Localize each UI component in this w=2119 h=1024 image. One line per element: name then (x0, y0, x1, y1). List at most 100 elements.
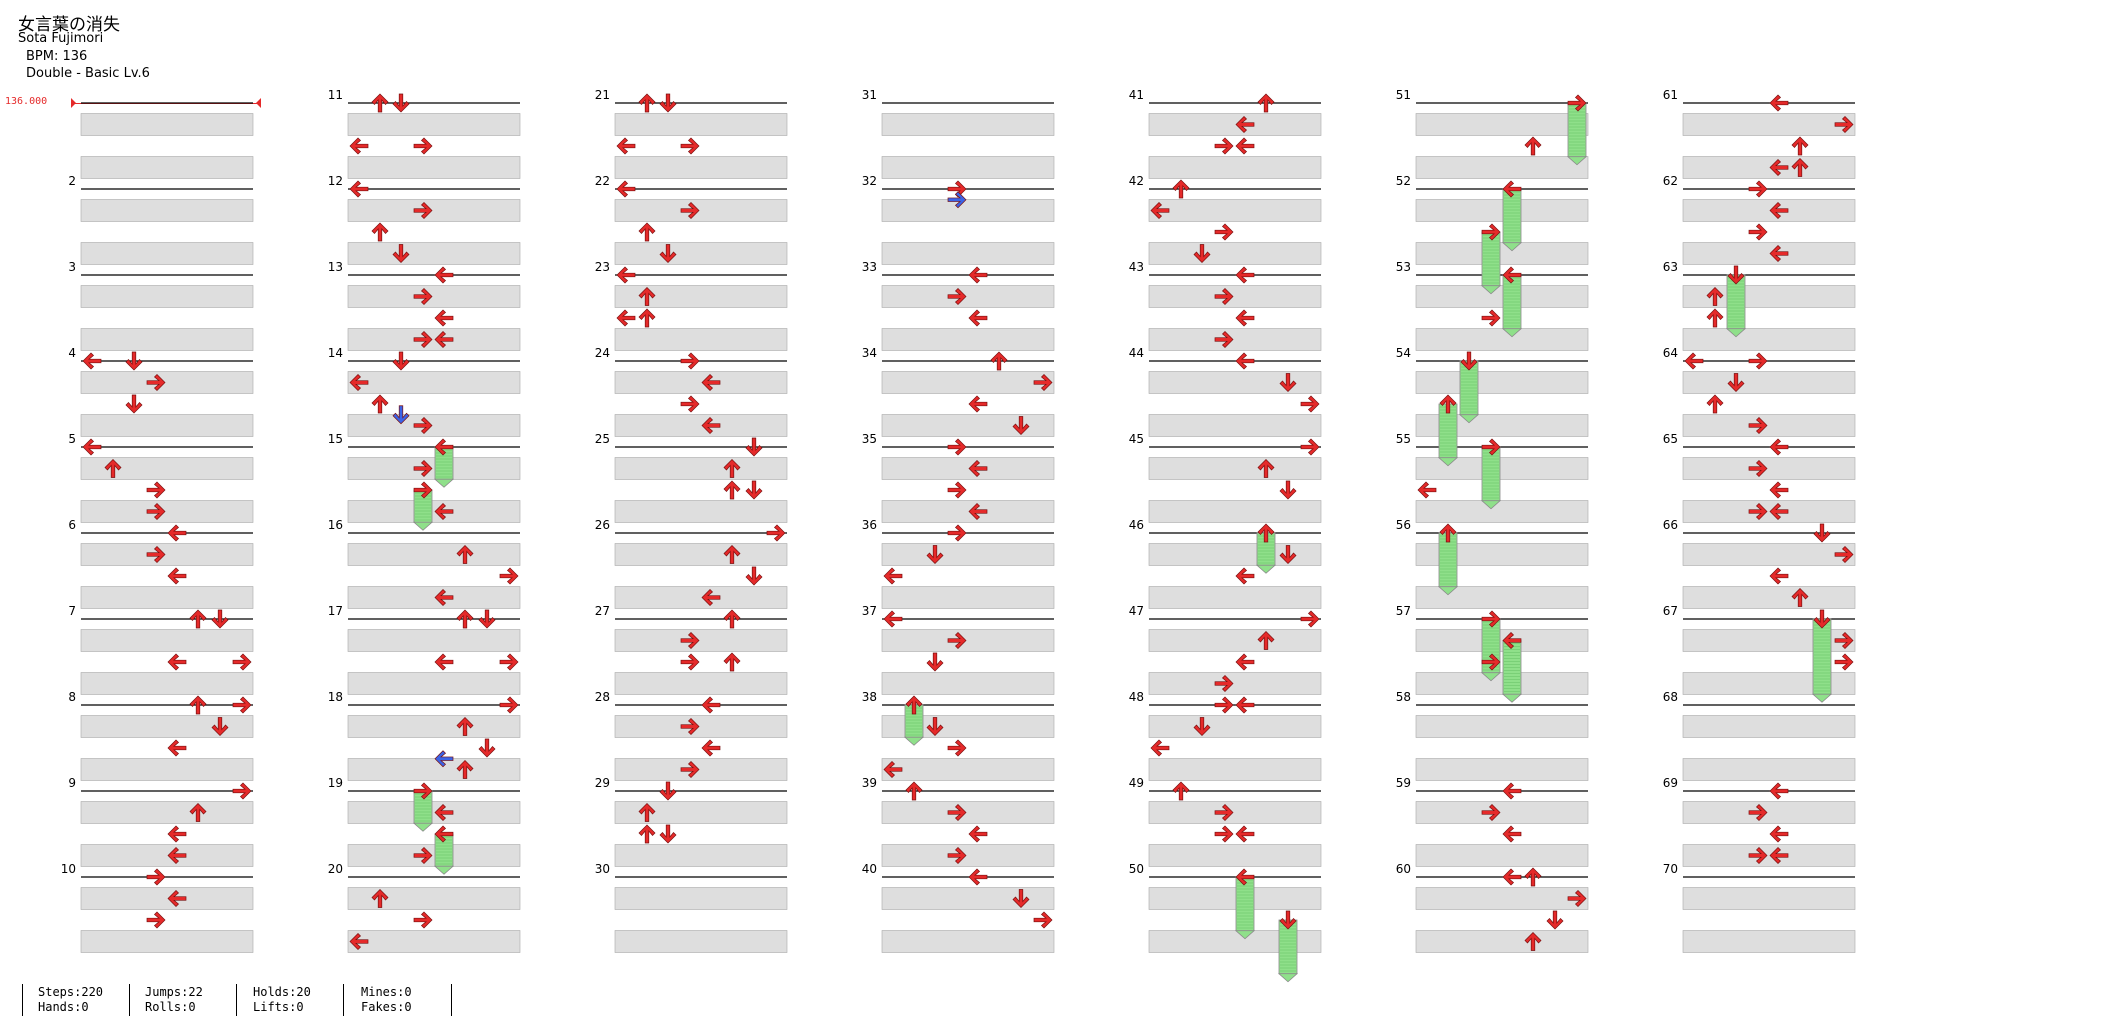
beat-band (80, 586, 254, 609)
beat-band (80, 543, 254, 566)
beat-band (1148, 715, 1322, 738)
hold-tail (1480, 672, 1502, 682)
note-arrow (1214, 288, 1234, 305)
difficulty-text: Double - Basic Lv.6 (26, 66, 150, 81)
note-arrow (680, 653, 700, 671)
note-arrow (926, 652, 944, 672)
note-arrow (211, 609, 229, 629)
note-arrow (1300, 395, 1320, 413)
beat-band (614, 156, 788, 179)
measure-number: 54 (1396, 346, 1411, 360)
beat-band (1682, 371, 1856, 394)
measure-number: 36 (862, 518, 877, 532)
beat-band (1415, 328, 1589, 351)
note-arrow (990, 351, 1008, 371)
bpm-marker-label: 136.000 (5, 96, 48, 107)
note-arrow (499, 696, 519, 714)
note-arrow (1033, 911, 1053, 929)
beat-band (1148, 629, 1322, 652)
note-arrow (1834, 653, 1854, 671)
note-arrow (701, 374, 721, 391)
note-arrow (146, 374, 166, 391)
measure-number: 60 (1396, 862, 1411, 876)
measure-number: 12 (328, 174, 343, 188)
note-arrow (413, 782, 433, 800)
note-arrow (413, 288, 433, 305)
measure-number: 31 (862, 88, 877, 102)
beat-band (1148, 801, 1322, 824)
beat-band (347, 672, 521, 695)
beat-band (614, 715, 788, 738)
note-arrow (434, 804, 454, 821)
note-arrow (680, 137, 700, 155)
note-arrow (947, 481, 967, 499)
note-arrow (1684, 352, 1704, 370)
hold-tail (1501, 242, 1523, 252)
beat-band (1682, 715, 1856, 738)
measure-number: 67 (1663, 604, 1678, 618)
measure-number: 50 (1129, 862, 1144, 876)
stat-group-mines: Mines:0 Fakes:0 (361, 985, 412, 1015)
measure-number: 26 (595, 518, 610, 532)
note-arrow (1834, 116, 1854, 133)
hold-tail (1234, 930, 1256, 940)
measure-number: 33 (862, 260, 877, 274)
note-arrow (883, 567, 903, 585)
beat-band (1148, 113, 1322, 136)
beat-band (80, 328, 254, 351)
measure-number: 61 (1663, 88, 1678, 102)
beat-band (881, 672, 1055, 695)
note-arrow (167, 653, 187, 671)
hold-tail (433, 865, 455, 875)
measure-number: 62 (1663, 174, 1678, 188)
note-arrow (434, 309, 454, 327)
note-arrow (659, 824, 677, 844)
note-arrow (371, 889, 389, 908)
beat-band (881, 887, 1055, 910)
note-arrow (413, 137, 433, 155)
note-arrow (1748, 804, 1768, 821)
note-arrow (189, 803, 207, 822)
note-arrow (638, 287, 656, 306)
measure-number: 57 (1396, 604, 1411, 618)
step-chart: 2345678910111213141516171819202122232425… (61, 88, 1856, 983)
note-arrow (371, 222, 389, 242)
note-arrow (1257, 631, 1275, 650)
measure-number: 70 (1663, 862, 1678, 876)
beat-band (614, 371, 788, 394)
beat-band (80, 801, 254, 824)
note-arrow (1172, 179, 1190, 199)
note-arrow (392, 93, 410, 113)
note-arrow (1235, 696, 1255, 714)
note-arrow (1834, 546, 1854, 563)
beat-band (614, 242, 788, 265)
note-arrow (1279, 480, 1297, 500)
note-arrow (1727, 265, 1745, 285)
note-arrow (638, 222, 656, 242)
beat-band (80, 113, 254, 136)
beat-band (1682, 457, 1856, 480)
measure-number: 11 (328, 88, 343, 102)
measure-number: 69 (1663, 776, 1678, 790)
beat-band (80, 156, 254, 179)
measure-number: 30 (595, 862, 610, 876)
measure-number: 40 (862, 862, 877, 876)
beat-band (1682, 844, 1856, 867)
note-arrow (82, 438, 102, 456)
note-arrow (1193, 244, 1211, 263)
note-arrow (434, 331, 454, 348)
beat-band (881, 500, 1055, 523)
measure-number: 51 (1396, 88, 1411, 102)
bpm-marker-end (256, 98, 261, 108)
note-arrow (1235, 137, 1255, 155)
note-arrow (349, 180, 369, 198)
note-arrow (968, 503, 988, 520)
note-arrow (434, 589, 454, 606)
note-arrow (745, 566, 763, 586)
hold-tail (1566, 156, 1588, 166)
hold-tail (903, 736, 925, 746)
beat-band (1682, 629, 1856, 652)
note-arrow (968, 395, 988, 413)
beat-band (1148, 371, 1322, 394)
hold-tail (1277, 973, 1299, 983)
